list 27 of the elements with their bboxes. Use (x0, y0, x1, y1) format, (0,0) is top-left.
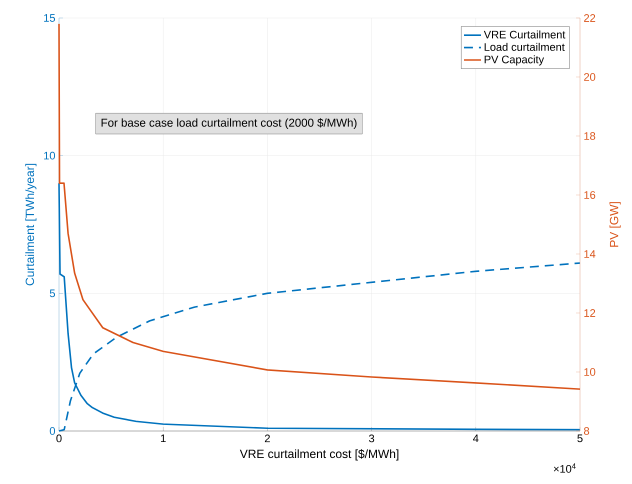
x-tick-label: 5 (577, 434, 583, 442)
x-tick-label: 1 (160, 434, 166, 442)
x-axis-title: VRE curtailment cost [$/MWh] (240, 449, 398, 460)
y2-tick-label: 10 (584, 368, 596, 376)
annotation: For base case load curtailment cost (2000 $/MWh) (102, 118, 357, 130)
legend-label: VRE Curtailment (484, 30, 566, 38)
y2-tick-label: 18 (584, 132, 596, 140)
y2-axis-title: PV [GW] (610, 202, 621, 247)
y-tick-label: 15 (44, 14, 56, 22)
y2-tick-label: 8 (584, 427, 590, 435)
line-series (58, 23, 581, 390)
x-tick-label: 0 (56, 434, 62, 442)
y-axis-title: Curtailment [TWh/year] (25, 164, 36, 286)
legend-label: PV Capacity (484, 55, 544, 66)
y-tick-label: 0 (50, 427, 56, 435)
legend-label: Load curtailment (484, 42, 565, 51)
x-tick-label: 3 (368, 434, 374, 442)
y2-tick-label: 20 (584, 73, 596, 81)
y2-tick-label: 16 (584, 191, 596, 199)
x-tick-label: 4 (473, 434, 479, 442)
x-tick-label: 2 (264, 434, 270, 442)
y2-tick-label: 22 (584, 14, 596, 22)
text: ×10$^{4}$ (554, 463, 576, 473)
y2-tick-label: 14 (584, 250, 596, 258)
y-tick-label: 5 (50, 290, 56, 298)
y2-tick-label: 12 (584, 309, 596, 317)
y-tick-label: 10 (44, 152, 56, 160)
